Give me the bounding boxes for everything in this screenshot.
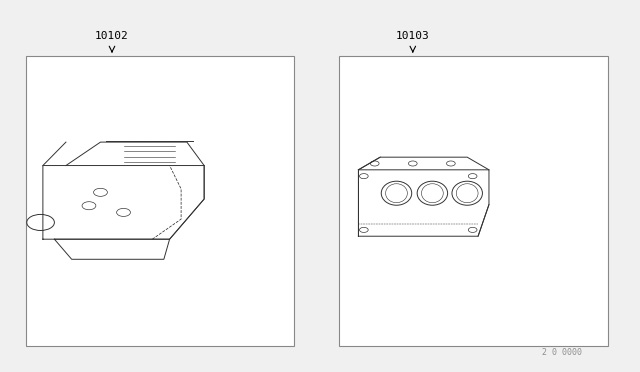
Bar — [26, 56, 294, 346]
Text: 2 0 0000: 2 0 0000 — [543, 348, 582, 357]
Text: 10103: 10103 — [396, 31, 429, 41]
Bar — [339, 56, 608, 346]
Text: 10102: 10102 — [95, 31, 129, 41]
